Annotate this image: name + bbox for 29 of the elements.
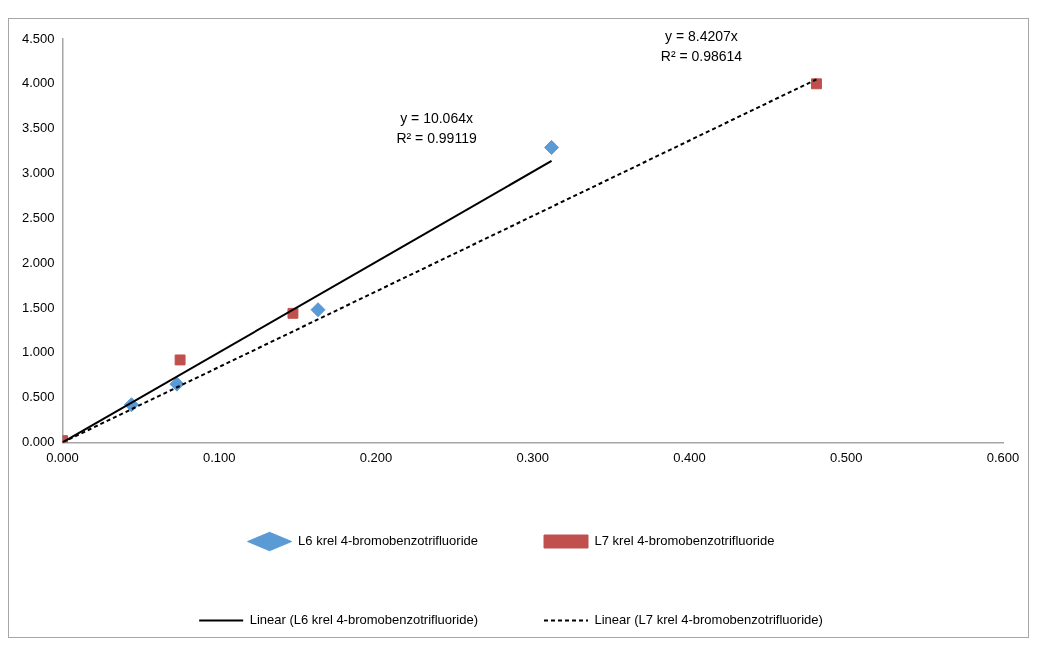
x-tick-label: 0.500 bbox=[829, 449, 863, 465]
x-tick-label: 0.000 bbox=[46, 449, 79, 465]
y-tick-label: 3.500 bbox=[21, 120, 55, 136]
y-tick-label: 2.000 bbox=[21, 254, 55, 270]
legend-label: Linear (L6 krel 4-bromobenzotrifluoride) bbox=[249, 612, 479, 628]
legend-label: L7 krel 4-bromobenzotrifluoride bbox=[594, 533, 775, 549]
y-tick-label: 4.000 bbox=[21, 75, 55, 91]
point bbox=[811, 78, 822, 90]
point bbox=[310, 302, 326, 318]
annotation: R² = 0.98614 bbox=[660, 48, 743, 65]
x-tick-label: 0.300 bbox=[516, 449, 550, 465]
point bbox=[174, 354, 186, 366]
annotation: R² = 0.99119 bbox=[396, 129, 477, 146]
y-tick-label: 0.000 bbox=[21, 433, 55, 449]
point bbox=[544, 139, 560, 155]
x-tick-label: 0.100 bbox=[203, 449, 236, 465]
y-tick-label: 2.500 bbox=[21, 209, 55, 225]
annotation: y = 10.064x bbox=[400, 109, 473, 126]
y-tick-label: 1.000 bbox=[21, 344, 55, 360]
y-tick-label: 1.500 bbox=[21, 299, 55, 315]
x-tick-label: 0.400 bbox=[673, 449, 706, 465]
y-tick-label: 4.500 bbox=[21, 30, 55, 46]
y-tick-label: 0.500 bbox=[21, 389, 55, 405]
y-tick-label: 3.000 bbox=[21, 165, 55, 181]
annotation: y = 8.4207x bbox=[665, 28, 738, 45]
x-tick-label: 0.600 bbox=[986, 449, 1020, 465]
legend-label: Linear (L7 krel 4-bromobenzotrifluoride) bbox=[594, 612, 823, 628]
legend-label: L6 krel 4-bromobenzotrifluoride bbox=[298, 533, 479, 549]
x-tick-label: 0.200 bbox=[359, 449, 393, 465]
